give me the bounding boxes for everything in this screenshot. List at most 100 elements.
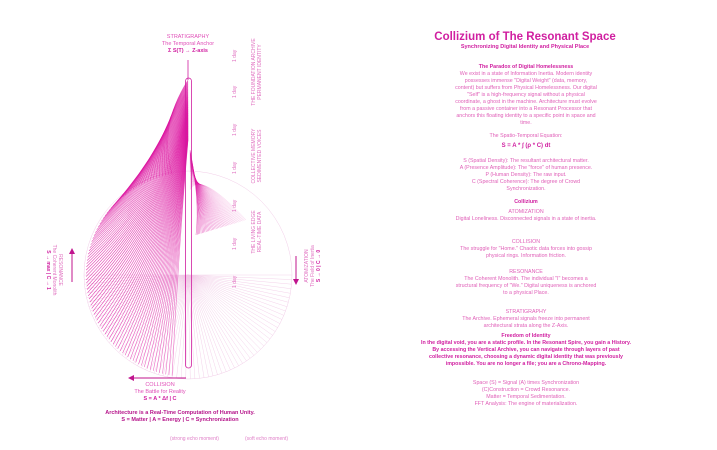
stratigraphy-title: STRATIGRAPHY (166, 34, 210, 40)
grid-ray (187, 274, 281, 324)
stratigraphy-formula: Σ S(T) → Z-axis (168, 47, 208, 54)
grid-ray (187, 274, 292, 289)
resonance-strand (88, 104, 189, 252)
stratigraphy-subtitle: The Temporal Anchor (161, 40, 215, 47)
resonance-strand (88, 115, 189, 300)
grid-ring (83, 170, 293, 380)
grid-ray (180, 274, 189, 379)
paradox-heading: The Paradox of Digital Homelessness (478, 64, 574, 70)
resonance-strand (189, 182, 240, 223)
resonance-strand (99, 98, 189, 225)
stratigraphy-label: STRATIGRAPHY The Temporal Anchor Σ S(T) … (138, 34, 238, 55)
grid-ray (84, 274, 189, 289)
stage-text: Digital Loneliness. Disconnected signals… (455, 215, 597, 222)
text-panel: Collizium of The Resonant Space Synchron… (380, 0, 670, 450)
legend-soft: (soft echo moment) (245, 436, 289, 442)
resonance-strand (85, 109, 189, 274)
grid-ray (187, 274, 239, 366)
stage-name: COLLISION (511, 239, 541, 245)
resonance-strand (89, 104, 189, 249)
resonance-fan (85, 79, 247, 376)
grid-ray (187, 274, 292, 280)
resonance-strand (189, 184, 247, 221)
resonance-strand (101, 98, 189, 222)
grid-ray (187, 274, 292, 285)
resonance-strand (86, 111, 189, 284)
stage-text: The Archive. Ephemeral signals freeze in… (462, 315, 590, 329)
collision-arrow (128, 375, 186, 381)
grid-ray (167, 274, 189, 377)
resonance-label: RESONANCE The Coherent Monolith S → max … (45, 240, 63, 300)
resonance-strand (86, 107, 189, 264)
resonance-strand (85, 108, 189, 271)
resonance-strand (189, 182, 242, 222)
definition-item: A (Presence Amplitude): The "force" of h… (459, 164, 593, 171)
atomization-arrow (293, 256, 299, 285)
resonance-strand (93, 118, 189, 315)
collizium-heading: Collizium (514, 199, 538, 205)
summary-line: Space (S) = Signal (A) times Synchroniza… (472, 380, 580, 386)
resonance-strand (87, 113, 189, 293)
stage-stratigraphy: STRATIGRAPHY The Archive. Ephemeral sign… (455, 309, 597, 330)
stage-collision: COLLISION The struggle for "Home." Chaot… (455, 239, 597, 260)
resonance-strand (189, 181, 238, 223)
grid-ray (187, 274, 290, 299)
resonance-strand (189, 183, 244, 221)
stage-resonance: RESONANCE The Coherent Monolith. The ind… (455, 269, 597, 297)
grid-ray (187, 274, 284, 316)
definition-item: S (Spatial Density): The resultant archi… (463, 158, 589, 164)
freedom-section: Freedom of Identity In the digital void,… (420, 333, 632, 368)
diagram-caption: Architecture is a Real-Time Computation … (60, 410, 300, 424)
resonance-strand (189, 180, 236, 224)
atomization-label: ATOMIZATION The Field of Inertia S → 0 |… (304, 236, 322, 296)
resonance-strand (97, 99, 189, 228)
stage-atomization: ATOMIZATION Digital Loneliness. Disconne… (455, 209, 597, 223)
freedom-heading: Freedom of Identity (501, 333, 551, 339)
grid-ray (187, 274, 271, 340)
resonance-strand (92, 102, 189, 239)
resonance-strand (189, 165, 216, 230)
resonance-strand (189, 184, 245, 221)
resonance-strand (90, 103, 189, 245)
paradox-text: We exist in a state of Information Inert… (455, 70, 597, 126)
collision-label: COLLISION The Battle for Reality S = A *… (110, 382, 210, 403)
grid-ray (158, 274, 189, 375)
resonance-strand (85, 110, 189, 281)
grid-ray (187, 274, 255, 356)
resonance-strand (189, 179, 234, 224)
collision-formula: S = A * Δf | C (143, 395, 177, 402)
resonance-strand (86, 112, 189, 290)
vertical-label-living-edge: THE LIVING EDGE REAL-TIME DATA (251, 192, 263, 272)
panel-title: Collizium of The Resonant Space (434, 31, 616, 43)
grid-ray (187, 274, 191, 379)
resonance-strand (189, 178, 233, 225)
day-tick: 1 day (232, 275, 238, 288)
summary-line: FFT Analysis: The engine of materializat… (474, 400, 578, 407)
resonance-strand (90, 116, 189, 306)
day-tick: 1 day (232, 161, 238, 174)
resonance-title: RESONANCE (57, 254, 63, 286)
grid-ray (187, 274, 231, 371)
resonance-strand (91, 102, 189, 242)
vertical-label-subtitle: REAL-TIME DATA (257, 211, 263, 253)
grid-ray (93, 274, 189, 320)
grid-ray (90, 274, 189, 312)
summary-line: (C)Construction = Crowd Resonance. (481, 386, 571, 393)
resonance-strand (189, 170, 222, 228)
grid-ray (187, 274, 218, 375)
grid-ray (187, 274, 289, 303)
stage-name: RESONANCE (509, 269, 543, 275)
resonance-strand (189, 169, 221, 228)
resonance-strand (95, 100, 189, 233)
resonance-strand (87, 114, 189, 297)
grid-ray (95, 274, 189, 324)
resonance-subtitle: The Coherent Monolith (51, 244, 57, 296)
collision-title: COLLISION (145, 382, 175, 388)
resonance-strand (189, 180, 235, 224)
resonance-strand (108, 95, 189, 211)
grid-ray (187, 274, 251, 359)
definition-item: C (Spectral Coherence): The degree of Cr… (471, 178, 581, 192)
resonance-strand (189, 172, 225, 227)
stage-name: ATOMIZATION (508, 209, 544, 215)
vertical-label-foundation: THE FOUNDATION ARCHIVE PERMANENT IDENTIT… (251, 32, 263, 112)
